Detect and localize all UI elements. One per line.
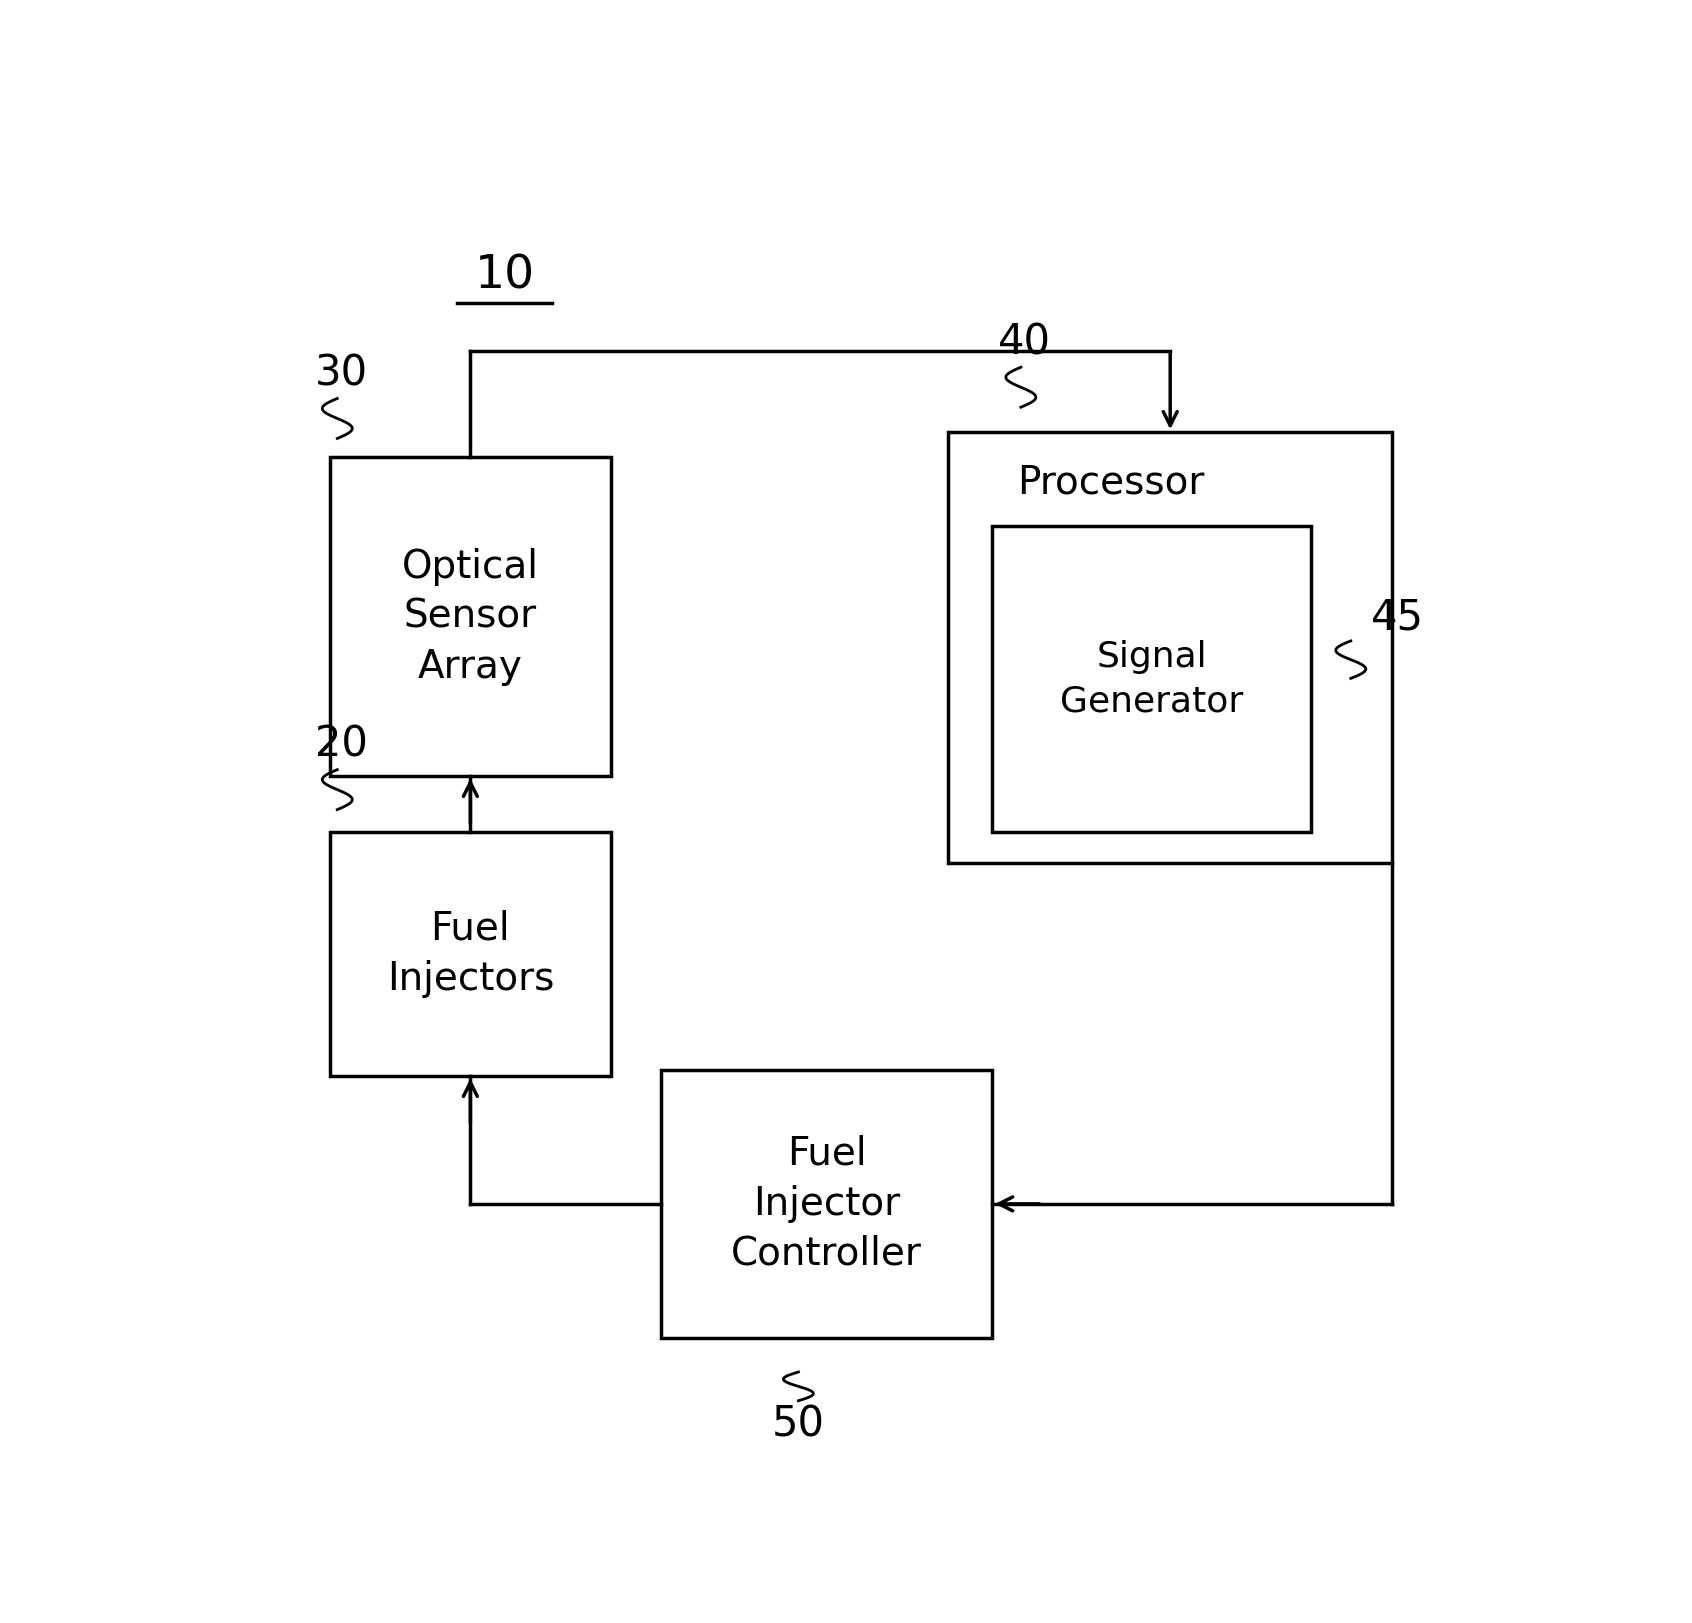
Bar — [949, 432, 1393, 863]
Text: Fuel
Injector
Controller: Fuel Injector Controller — [731, 1134, 922, 1272]
Text: 50: 50 — [772, 1404, 826, 1444]
Text: 30: 30 — [315, 352, 367, 394]
Text: 10: 10 — [475, 253, 535, 299]
Text: 40: 40 — [998, 321, 1051, 364]
Text: Optical
Sensor
Array: Optical Sensor Array — [403, 547, 538, 685]
Bar — [330, 458, 611, 776]
Text: 45: 45 — [1371, 596, 1423, 638]
Text: 20: 20 — [315, 724, 367, 766]
Bar — [330, 833, 611, 1076]
Bar — [662, 1070, 992, 1339]
Text: Processor: Processor — [1017, 464, 1205, 502]
Text: Signal
Generator: Signal Generator — [1059, 639, 1244, 719]
Text: Fuel
Injectors: Fuel Injectors — [387, 911, 553, 998]
Bar — [992, 526, 1311, 833]
